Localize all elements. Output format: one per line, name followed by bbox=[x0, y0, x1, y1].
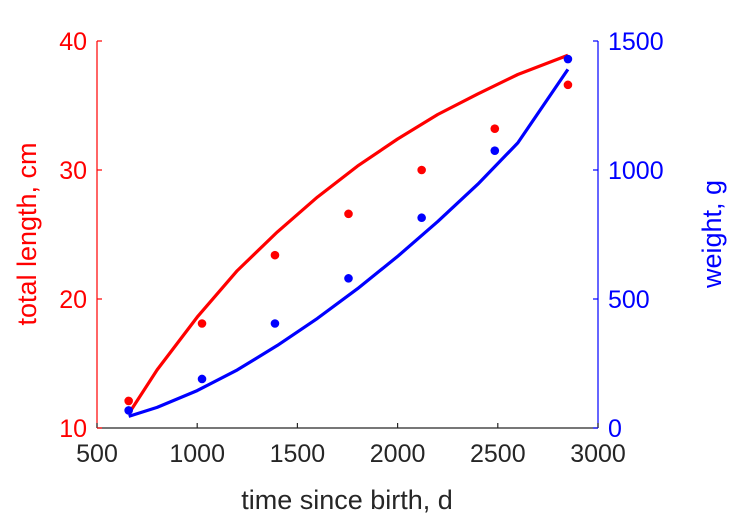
axes bbox=[96, 40, 599, 429]
data-point-length-3 bbox=[344, 209, 353, 219]
data-point-length-2 bbox=[270, 250, 280, 260]
y-left-tick-label-1: 20 bbox=[59, 286, 87, 314]
x-tick-label-1: 1000 bbox=[169, 440, 225, 468]
data-point-length-4 bbox=[417, 165, 426, 175]
data-point-weight-4 bbox=[417, 213, 426, 223]
data-point-weight-0 bbox=[124, 406, 133, 415]
series-line-weight bbox=[128, 68, 570, 418]
data-point-length-0 bbox=[124, 396, 133, 406]
y-right-tick-label-2: 1000 bbox=[608, 157, 664, 185]
data-point-weight-3 bbox=[344, 274, 353, 283]
x-tick-label-4: 2500 bbox=[470, 440, 526, 468]
x-tick-label-5: 3000 bbox=[570, 440, 626, 468]
y-left-axis-label: total length, cm bbox=[12, 142, 42, 325]
x-tick-label-2: 1500 bbox=[270, 440, 326, 468]
data-point-length-5 bbox=[490, 124, 500, 134]
data-point-length-6 bbox=[563, 80, 573, 90]
tick-labels: 500 1000 1500 2000 2500 3000 10 20 30 40 0 500 1000 1… bbox=[59, 28, 663, 468]
x-tick-label-3: 2000 bbox=[370, 440, 426, 468]
data-point-weight-1 bbox=[197, 374, 207, 384]
y-left-tick-label-2: 30 bbox=[59, 157, 87, 185]
y-left-tick-label-3: 40 bbox=[59, 28, 87, 56]
data-point-weight-5 bbox=[490, 146, 500, 155]
y-left-tick-label-0: 10 bbox=[59, 415, 87, 443]
y-right-tick-label-3: 1500 bbox=[608, 28, 664, 56]
data-point-weight-6 bbox=[563, 54, 573, 64]
plot-marks bbox=[124, 53, 573, 418]
series-line-length bbox=[127, 53, 569, 415]
data-point-length-1 bbox=[197, 319, 207, 328]
y-right-tick-label-0: 0 bbox=[608, 415, 622, 443]
y-right-tick-label-1: 500 bbox=[608, 286, 650, 314]
y-right-axis-label: weight, g bbox=[697, 180, 727, 289]
x-tick-label-0: 500 bbox=[76, 440, 118, 468]
x-axis-label: time since birth, d bbox=[241, 485, 453, 515]
data-point-weight-2 bbox=[270, 319, 280, 328]
